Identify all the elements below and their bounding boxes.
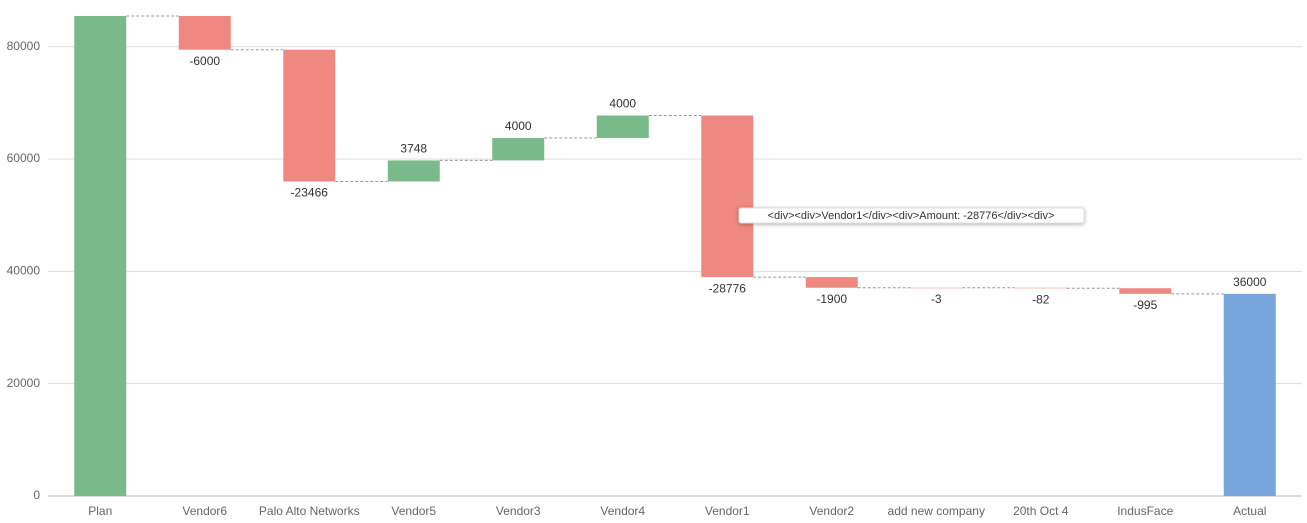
bar bbox=[910, 287, 963, 289]
data-label: -23466 bbox=[291, 186, 329, 200]
bar bbox=[1014, 287, 1067, 289]
data-label: 36000 bbox=[1233, 275, 1267, 289]
x-tick-label: 20th Oct 4 bbox=[1013, 504, 1069, 518]
x-tick-label: Vendor6 bbox=[182, 504, 227, 518]
x-tick-label: Plan bbox=[88, 504, 112, 518]
tooltip-box bbox=[738, 207, 1085, 224]
y-tick-label: 0 bbox=[33, 488, 40, 502]
bar bbox=[805, 277, 858, 288]
x-tick-label: Actual bbox=[1233, 504, 1266, 518]
bar bbox=[1119, 288, 1172, 294]
x-tick-label: Vendor1 bbox=[705, 504, 750, 518]
data-label: 3748 bbox=[400, 142, 427, 156]
tooltip: <div><div>Vendor1</div><div>Amount: -287… bbox=[738, 207, 1085, 224]
y-tick-label: 80000 bbox=[7, 39, 41, 53]
data-label: -995 bbox=[1133, 298, 1157, 312]
tooltip-text: <div><div>Vendor1</div><div>Amount: -287… bbox=[768, 210, 1055, 222]
y-tick-label: 60000 bbox=[7, 151, 41, 165]
data-label: -6000 bbox=[189, 54, 220, 68]
x-tick-label: Vendor3 bbox=[496, 504, 541, 518]
data-label: -1900 bbox=[816, 292, 847, 306]
bar bbox=[596, 115, 649, 138]
data-label: 4000 bbox=[609, 97, 636, 111]
data-label: 4000 bbox=[505, 119, 532, 133]
y-tick-label: 20000 bbox=[7, 376, 41, 390]
bar bbox=[387, 160, 440, 182]
bar bbox=[701, 115, 754, 278]
x-tick-label: Vendor2 bbox=[809, 504, 854, 518]
x-tick-label: add new company bbox=[888, 504, 985, 518]
bar bbox=[74, 16, 127, 496]
bar bbox=[1223, 293, 1276, 496]
bar bbox=[283, 49, 336, 182]
x-tick-label: Vendor4 bbox=[600, 504, 645, 518]
data-label: -28776 bbox=[709, 281, 747, 295]
data-label: -3 bbox=[931, 292, 942, 306]
x-tick-label: Palo Alto Networks bbox=[259, 504, 360, 518]
x-tick-label: Vendor5 bbox=[391, 504, 436, 518]
y-tick-label: 40000 bbox=[7, 264, 41, 278]
data-label: -82 bbox=[1032, 292, 1050, 306]
x-tick-label: IndusFace bbox=[1117, 504, 1173, 518]
bar bbox=[178, 16, 231, 50]
bar bbox=[492, 137, 545, 161]
